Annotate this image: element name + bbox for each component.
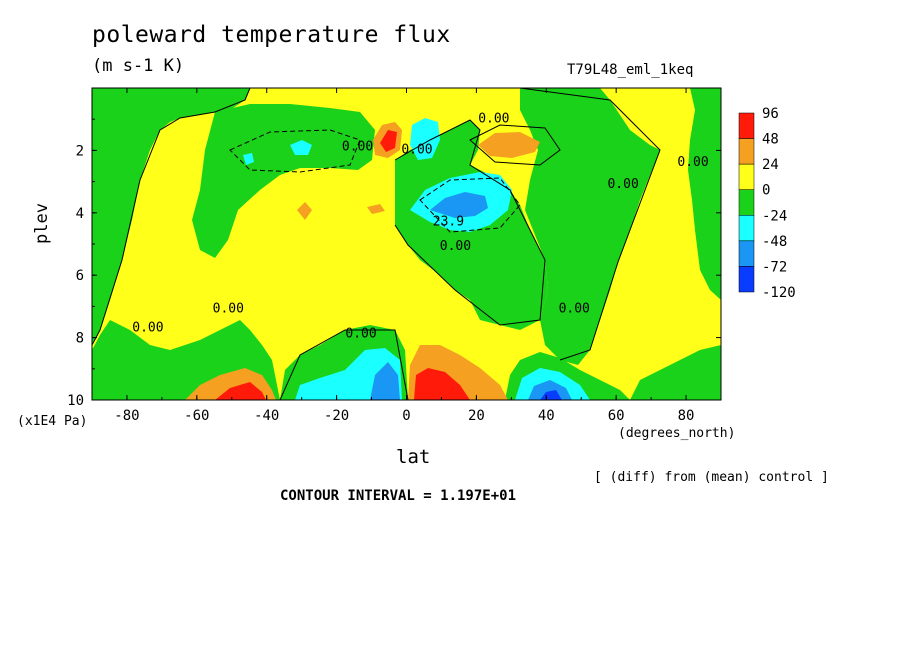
y-tick-label: 8 xyxy=(76,331,84,347)
colorbar-swatch xyxy=(738,215,755,242)
contour-label: 23.9 xyxy=(433,214,464,229)
y-tick-label: 10 xyxy=(67,393,84,409)
colorbar-label: 24 xyxy=(762,157,779,173)
x-tick-label: 20 xyxy=(468,408,485,424)
colorbar-swatch xyxy=(738,240,755,267)
x-axis-label: lat xyxy=(396,446,431,468)
filled-contour-field xyxy=(92,88,721,400)
contour-label: 0.00 xyxy=(401,143,432,158)
x-tick-label: -20 xyxy=(324,408,349,424)
contour-label: 0.00 xyxy=(213,302,244,317)
chart-subtitle: (m s-1 K) xyxy=(92,56,185,76)
y-tick-label: 2 xyxy=(76,143,84,159)
colorbar-label: 48 xyxy=(762,132,779,148)
x-tick-label: 40 xyxy=(538,408,555,424)
y-axis-ticks: 2 4 6 8 10 xyxy=(67,118,721,409)
region-nh-low-negative xyxy=(630,345,721,400)
contour-label: 0.00 xyxy=(342,139,373,154)
contour-label: 0.00 xyxy=(478,111,509,126)
region-small-cyan-1 xyxy=(290,140,312,155)
region-small-orange-1 xyxy=(297,202,312,220)
difference-label: [ (diff) from (mean) control ] xyxy=(594,470,829,485)
region-sh-high-lat-negative xyxy=(92,88,250,345)
region-nh-lower-positive-red xyxy=(414,368,470,400)
contour-line-5 xyxy=(229,129,361,173)
contour-label: 0.00 xyxy=(607,177,638,192)
x-tick-label: 80 xyxy=(678,408,695,424)
colorbar: 96 48 24 0 -24 -48 -72 -120 xyxy=(738,106,796,301)
region-sh-upper-negative xyxy=(192,104,375,258)
x-tick-label: 60 xyxy=(608,408,625,424)
x-axis-ticks: -80 -60 -40 -20 0 20 40 60 80 xyxy=(91,88,722,424)
region-sh-trop-blue xyxy=(370,362,400,400)
contour-label: 0.00 xyxy=(440,239,471,254)
x-tick-label: -60 xyxy=(184,408,209,424)
contour-label: 0.00 xyxy=(559,302,590,317)
contour-label: 0.00 xyxy=(677,155,708,170)
colorbar-swatch xyxy=(738,138,755,165)
y-tick-label: 4 xyxy=(76,206,84,222)
y-axis-unit: (x1E4 Pa) xyxy=(17,414,88,429)
colorbar-label: 96 xyxy=(762,106,779,122)
region-upper-positive-red xyxy=(380,130,397,152)
region-nh-high-negative xyxy=(688,88,721,300)
contour-line-2 xyxy=(394,119,546,326)
contour-line-3 xyxy=(519,88,661,361)
region-nh-lower-darkblue xyxy=(540,390,562,400)
x-tick-label: -40 xyxy=(254,408,279,424)
chart-title: poleward temperature flux xyxy=(92,22,451,48)
x-tick-label: -80 xyxy=(114,408,139,424)
region-upper-negative-cyan xyxy=(410,118,440,160)
region-nh-lower-blue xyxy=(528,380,572,400)
contour-labels: 0.00 0.00 0.00 0.00 0.00 23.9 0.00 0.00 0.00 0.00… xyxy=(132,111,708,341)
region-nh-upper-positive-orange xyxy=(478,132,540,158)
region-jet-negative-inner xyxy=(430,192,488,218)
colorbar-label: -120 xyxy=(762,285,796,301)
colorbar-label: -72 xyxy=(762,259,787,275)
colorbar-swatch xyxy=(738,112,755,139)
contour-line-4 xyxy=(279,329,409,400)
y-tick-label: 6 xyxy=(76,268,84,284)
contour-label: 0.00 xyxy=(132,320,163,335)
region-nh-mid-negative xyxy=(520,88,660,365)
colorbar-swatch xyxy=(738,189,755,216)
contour-line-6 xyxy=(419,177,521,233)
colorbar-label: 0 xyxy=(762,183,770,199)
contour-line-7 xyxy=(469,124,561,166)
contour-label: 0.00 xyxy=(345,327,376,342)
colorbar-swatch xyxy=(738,163,755,190)
x-tick-label: 0 xyxy=(402,408,410,424)
colorbar-label: -48 xyxy=(762,234,787,250)
region-small-orange-2 xyxy=(367,204,385,214)
region-small-cyan-2 xyxy=(243,153,254,165)
colorbar-swatch xyxy=(738,266,755,293)
x-axis-unit: (degrees_north) xyxy=(618,426,736,441)
region-sh-lower-positive-red xyxy=(215,382,266,400)
colorbar-label: -24 xyxy=(762,208,787,224)
contour-line-1 xyxy=(92,88,251,346)
region-sh-mid-negative xyxy=(92,88,150,200)
run-label: T79L48_eml_1keq xyxy=(567,62,694,78)
contour-interval-label: CONTOUR INTERVAL = 1.197E+01 xyxy=(280,488,517,504)
